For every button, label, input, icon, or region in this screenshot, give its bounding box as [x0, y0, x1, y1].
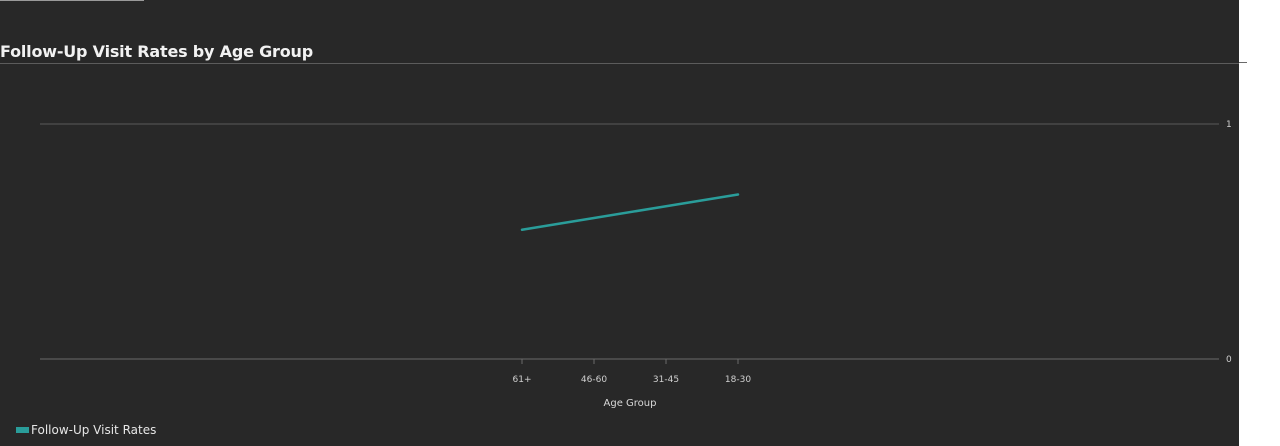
x-axis-title: Age Group [604, 398, 657, 409]
legend-label: Follow-Up Visit Rates [31, 423, 157, 437]
gridlines [40, 123, 1219, 360]
series-layer [518, 191, 742, 234]
data-point-0-2[interactable] [662, 202, 670, 210]
data-point-0-3[interactable] [734, 191, 742, 199]
y-tick-label-0: 0 [1226, 355, 1232, 365]
data-point-0-1[interactable] [590, 214, 598, 222]
y-axis: 01 [1226, 120, 1232, 365]
x-tick-label-2: 31-45 [653, 375, 679, 385]
legend-swatch [16, 427, 29, 433]
x-tick-label-1: 46-60 [581, 375, 607, 385]
series-line-0[interactable] [520, 193, 740, 231]
chart-panel: Follow-Up Visit Rates by Age Group 61+ 46… [0, 0, 1247, 446]
x-tick-label-0: 61+ [513, 375, 532, 385]
y-tick-label-1: 1 [1226, 120, 1232, 130]
x-axis: 61+ 46-60 31-45 18-30 [513, 359, 751, 385]
edge-tick [1239, 62, 1247, 63]
top-rule [0, 0, 144, 1]
x-tick-label-3: 18-30 [725, 375, 751, 385]
chart-title: Follow-Up Visit Rates by Age Group [0, 42, 313, 61]
line-chart: 61+ 46-60 31-45 18-30 01 Age Group [40, 120, 1232, 409]
data-point-0-0[interactable] [518, 226, 526, 234]
title-divider [0, 63, 1239, 64]
legend[interactable]: Follow-Up Visit Rates [16, 423, 156, 437]
